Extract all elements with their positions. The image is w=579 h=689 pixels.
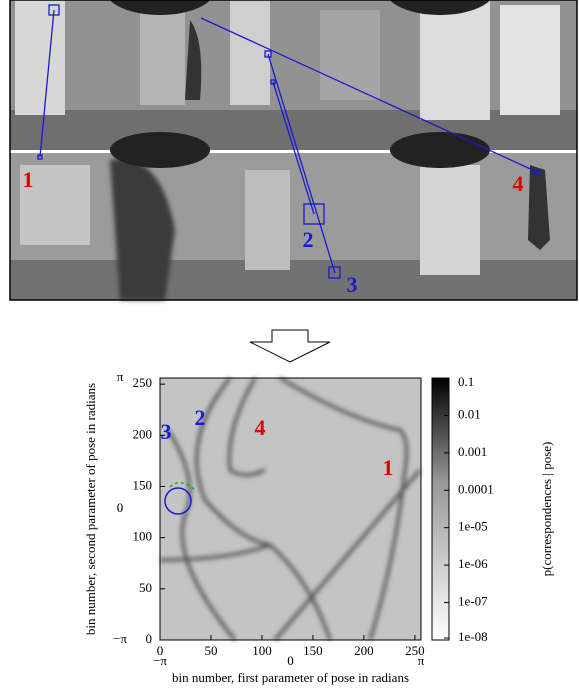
arrow: [249, 329, 331, 363]
image-label: 1: [23, 167, 34, 192]
y-tick-label: 0: [146, 631, 153, 646]
x2-tick-label: 0: [287, 653, 294, 668]
plot-annotation: 4: [255, 415, 266, 440]
x2-tick-label: −π: [153, 653, 167, 668]
x-tick-label: 50: [204, 643, 217, 658]
colorbar-tick-label: 0.1: [458, 374, 474, 389]
y-tick-label: 50: [139, 580, 152, 595]
y-tick-label: 200: [133, 426, 153, 441]
x-tick-label: 250: [405, 643, 425, 658]
plot-annotation: 2: [195, 405, 206, 430]
plot-annotation: 3: [161, 419, 172, 444]
colorbar-tick-label: 1e-08: [458, 629, 488, 644]
colorbar-tick-label: 0.0001: [458, 481, 494, 496]
y2-tick-label: π: [117, 369, 124, 384]
y-axis-label: bin number, second parameter of pose in …: [83, 383, 98, 635]
y-tick-label: 250: [133, 375, 153, 390]
heatmap: [159, 376, 422, 641]
colorbar: [431, 377, 450, 641]
image-label: 2: [303, 227, 314, 252]
y2-tick-label: 0: [117, 500, 124, 515]
colorbar-tick-label: 1e-06: [458, 556, 488, 571]
image-label: 3: [347, 272, 358, 297]
x-tick-label: 100: [252, 643, 272, 658]
plot-annotation: 1: [383, 455, 394, 480]
x-axis-label: bin number, first parameter of pose in r…: [172, 670, 409, 685]
colorbar-tick-label: 0.01: [458, 406, 481, 421]
x-tick-label: 0: [157, 643, 164, 658]
colorbar-tick-label: 1e-07: [458, 594, 488, 609]
y-tick-label: 100: [133, 529, 153, 544]
colorbar-tick-label: 1e-05: [458, 519, 488, 534]
image-label: 4: [513, 171, 524, 196]
panorama-image: [9, 0, 578, 301]
y-tick-label: 150: [133, 477, 153, 492]
x-tick-label: 150: [303, 643, 323, 658]
colorbar-label: p(correspondences | pose): [539, 442, 554, 577]
x-tick-label: 200: [354, 643, 374, 658]
colorbar-tick-label: 0.001: [458, 444, 487, 459]
x2-tick-label: π: [418, 653, 425, 668]
y2-tick-label: −π: [113, 631, 127, 646]
